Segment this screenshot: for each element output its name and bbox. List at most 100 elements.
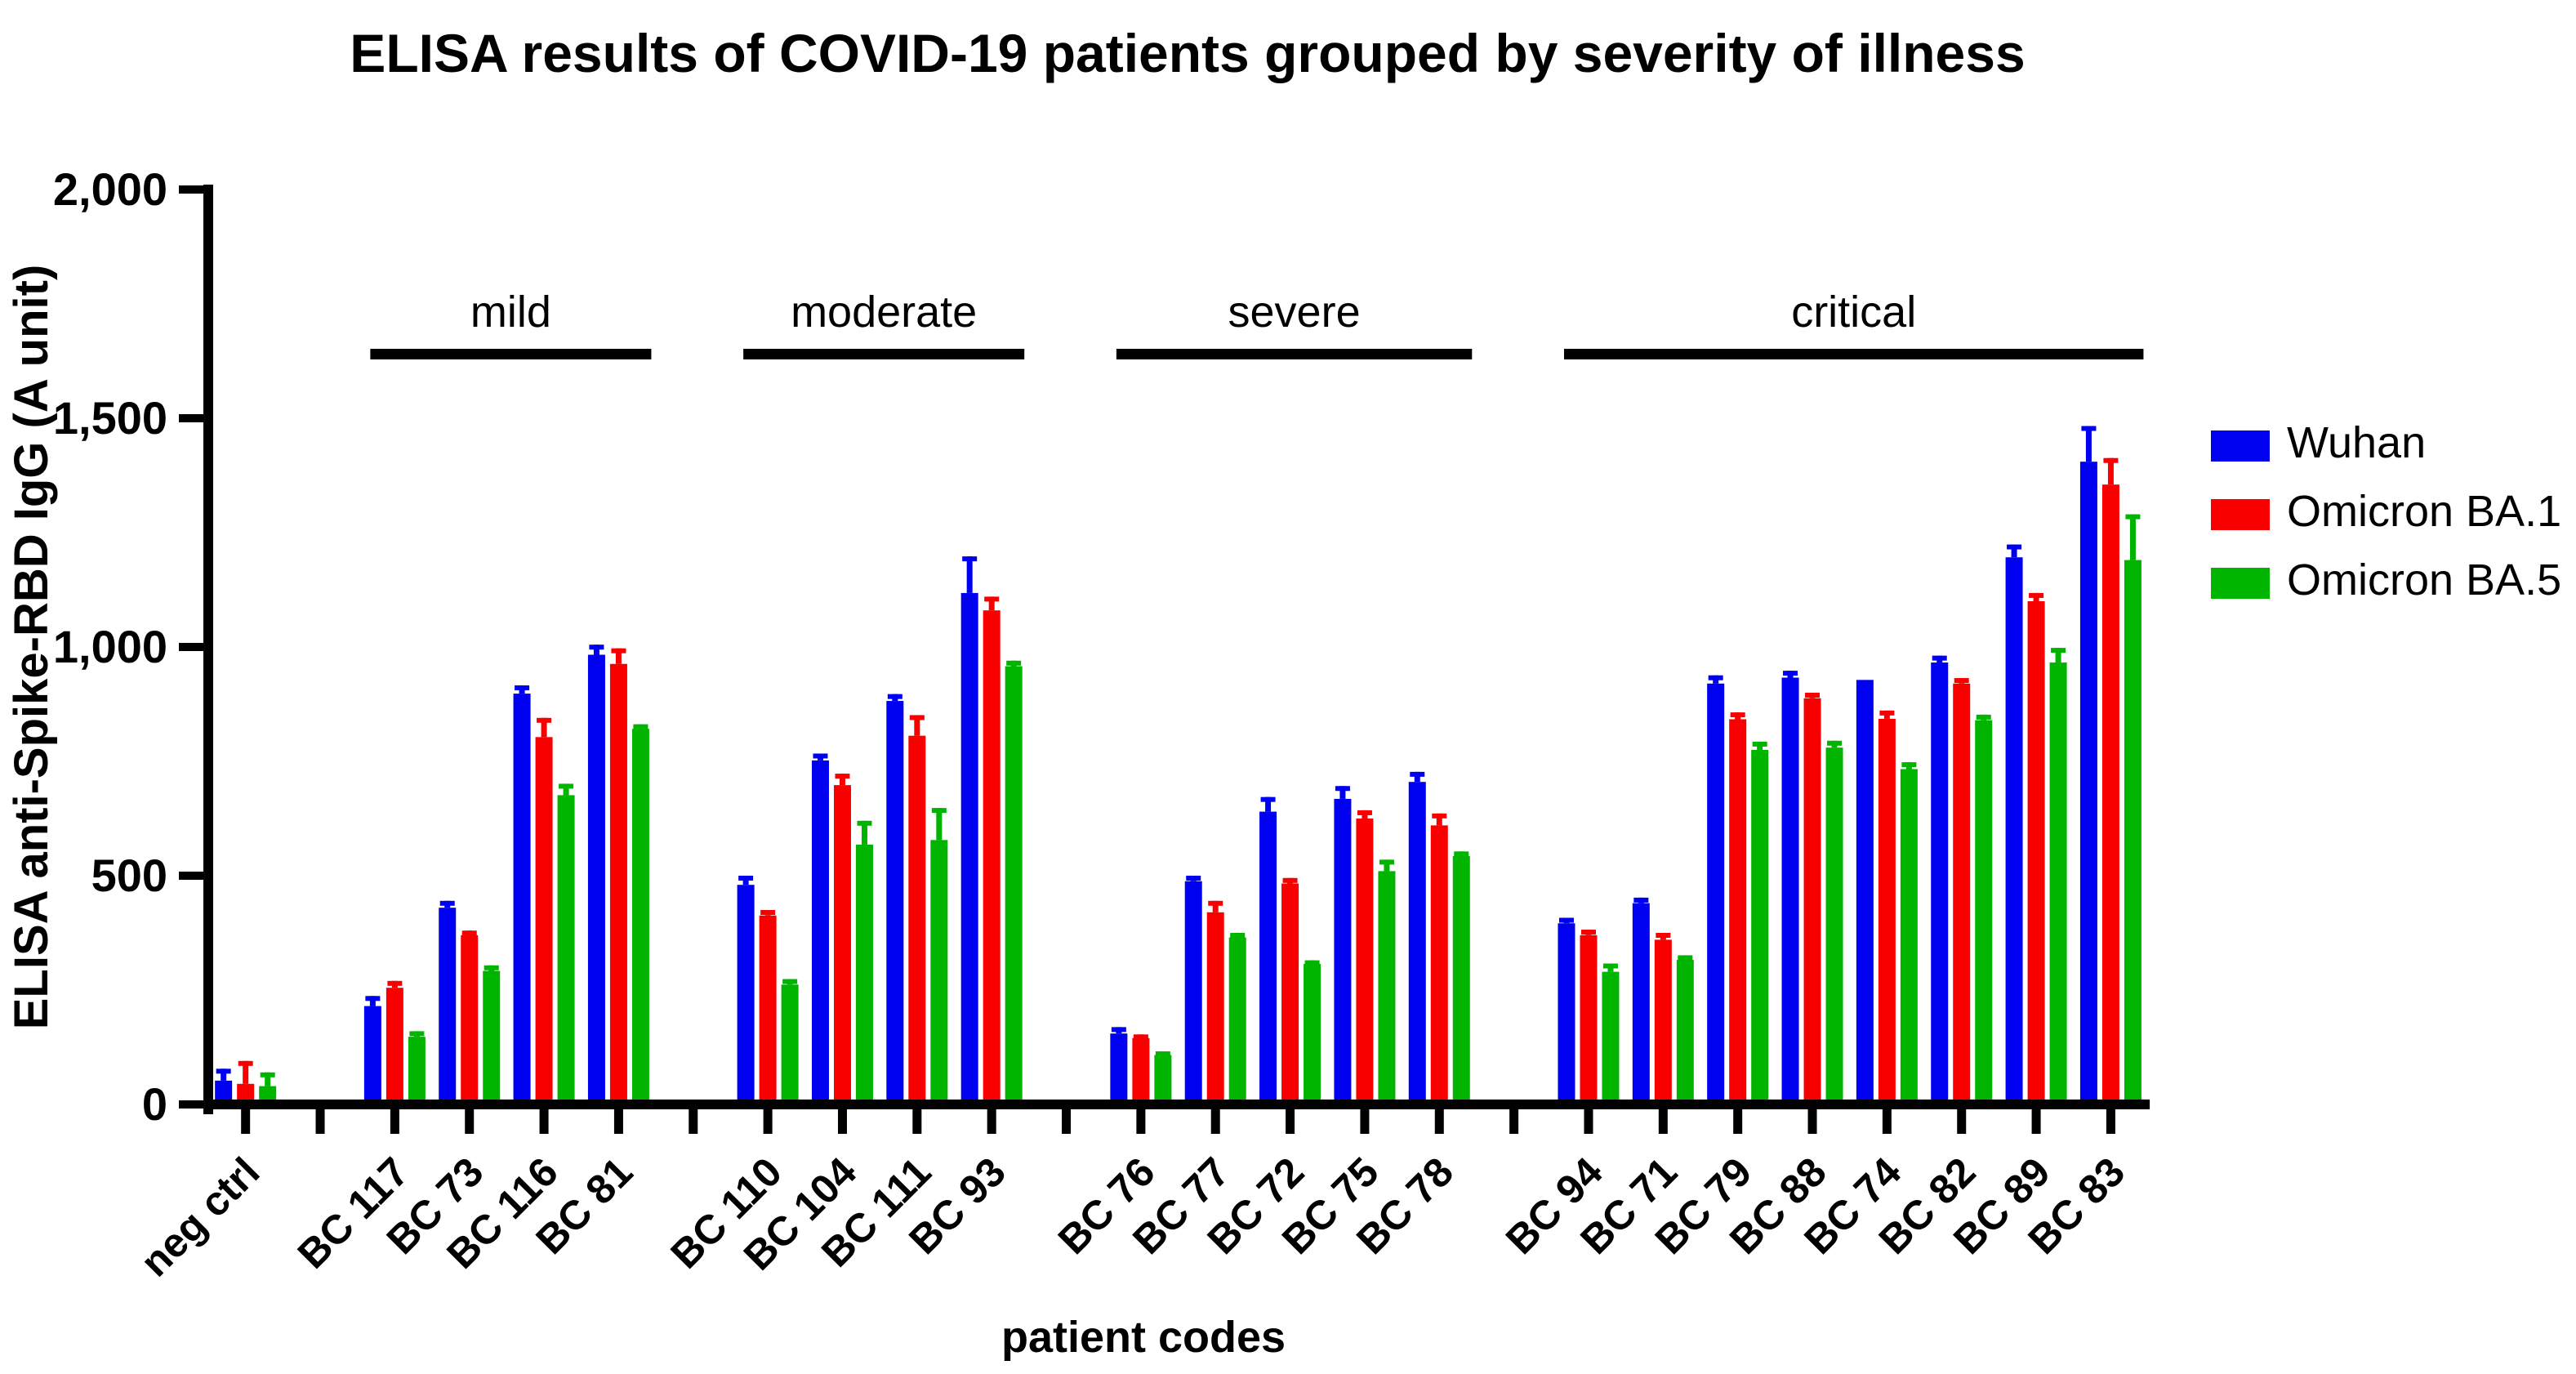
group-label-mild: mild	[470, 288, 551, 337]
error-cap-omicron-ba-1	[537, 717, 552, 723]
error-cap-omicron-ba-5	[409, 1031, 425, 1037]
bar-omicron-ba-5	[1975, 720, 1993, 1104]
bar-wuhan	[1931, 662, 1949, 1104]
x-tick	[1733, 1109, 1743, 1134]
bar-omicron-ba-1	[983, 610, 1001, 1104]
bar-omicron-ba-1	[386, 988, 403, 1104]
error-cap-wuhan	[2007, 544, 2022, 550]
error-cap-omicron-ba-5	[1304, 960, 1320, 966]
bar-omicron-ba-1	[535, 737, 553, 1104]
x-tick	[1210, 1109, 1220, 1134]
y-tick	[179, 1100, 203, 1109]
bar-wuhan	[1558, 923, 1575, 1104]
error-cap-omicron-ba-5	[931, 808, 947, 814]
bar-omicron-ba-1	[1356, 819, 1374, 1104]
bar-omicron-ba-1	[1803, 698, 1821, 1104]
error-cap-wuhan	[2081, 426, 2097, 431]
y-tick-label: 1,500	[53, 392, 167, 444]
error-cap-omicron-ba-5	[1901, 762, 1917, 768]
bar-wuhan	[439, 908, 457, 1104]
bar-omicron-ba-5	[855, 844, 873, 1104]
bar-omicron-ba-5	[930, 840, 948, 1104]
legend-label-omicron-ba-5: Omicron BA.5	[2287, 555, 2561, 604]
bar-omicron-ba-5	[1676, 960, 1694, 1104]
x-tick	[1136, 1109, 1146, 1134]
error-cap-omicron-ba-1	[1656, 933, 1671, 938]
bar-omicron-ba-5	[1751, 750, 1769, 1104]
x-tick	[763, 1109, 773, 1134]
error-whisker-wuhan	[221, 1068, 227, 1081]
bar-wuhan	[886, 701, 904, 1104]
error-cap-omicron-ba-5	[1006, 660, 1022, 666]
bar-wuhan	[811, 760, 829, 1104]
error-whisker-wuhan	[1414, 771, 1420, 783]
bar-wuhan	[1856, 680, 1874, 1104]
x-tick	[1882, 1109, 1892, 1134]
error-whisker-wuhan	[966, 556, 973, 593]
group-bracket-moderate	[743, 349, 1025, 359]
error-whisker-wuhan	[369, 996, 376, 1006]
error-whisker-wuhan	[2085, 426, 2092, 462]
error-whisker-omicron-ba-1	[615, 648, 622, 664]
bar-wuhan	[363, 1006, 381, 1104]
error-cap-wuhan	[738, 876, 754, 881]
y-axis-label: ELISA anti-Spike-RBD IgG (A unit)	[5, 265, 58, 1030]
bar-omicron-ba-1	[461, 935, 479, 1104]
error-cap-omicron-ba-5	[1602, 963, 1618, 969]
bar-omicron-ba-1	[1729, 719, 1747, 1104]
error-cap-wuhan	[515, 685, 530, 691]
error-cap-omicron-ba-5	[857, 820, 872, 826]
x-tick	[539, 1109, 549, 1134]
error-cap-omicron-ba-1	[1357, 810, 1372, 815]
bar-wuhan	[1632, 903, 1650, 1104]
error-cap-omicron-ba-1	[760, 910, 776, 915]
error-cap-wuhan	[1335, 786, 1350, 792]
bar-wuhan	[1184, 881, 1202, 1104]
group-bracket-severe	[1116, 349, 1473, 359]
bar-wuhan	[2079, 462, 2097, 1104]
error-cap-wuhan	[439, 900, 455, 906]
error-cap-wuhan	[1410, 771, 1425, 777]
error-cap-omicron-ba-1	[1879, 710, 1895, 716]
error-whisker-omicron-ba-5	[563, 783, 569, 796]
bar-omicron-ba-1	[609, 663, 627, 1104]
x-axis-label: patient codes	[1001, 1313, 1286, 1362]
y-tick	[179, 643, 203, 651]
error-whisker-omicron-ba-5	[936, 808, 943, 841]
bar-omicron-ba-1	[2101, 484, 2119, 1104]
error-cap-wuhan	[1558, 917, 1574, 923]
x-tick	[1062, 1109, 1072, 1134]
error-whisker-omicron-ba-1	[914, 715, 920, 736]
error-cap-omicron-ba-1	[238, 1060, 253, 1066]
bar-omicron-ba-1	[1580, 935, 1598, 1104]
bar-omicron-ba-1	[1878, 718, 1896, 1104]
bar-omicron-ba-1	[2027, 601, 2045, 1104]
bar-omicron-ba-5	[2124, 560, 2141, 1104]
y-tick-label: 2,000	[53, 163, 167, 215]
error-cap-omicron-ba-5	[2051, 648, 2066, 654]
error-cap-wuhan	[1111, 1027, 1126, 1033]
x-tick	[987, 1109, 996, 1134]
error-cap-wuhan	[1783, 671, 1798, 676]
bar-omicron-ba-1	[1132, 1037, 1150, 1104]
bar-omicron-ba-5	[1378, 871, 1396, 1104]
bar-wuhan	[1110, 1033, 1128, 1104]
y-tick-label: 1,000	[53, 621, 167, 672]
y-axis-line	[203, 185, 213, 1114]
x-tick	[1957, 1109, 1967, 1134]
bar-omicron-ba-5	[483, 970, 501, 1104]
bar-omicron-ba-1	[1206, 912, 1224, 1104]
error-cap-omicron-ba-1	[387, 980, 403, 986]
bar-omicron-ba-5	[1900, 769, 1918, 1104]
x-tick-label: neg ctrl	[131, 1149, 268, 1285]
error-cap-wuhan	[1633, 897, 1649, 903]
error-cap-wuhan	[813, 753, 828, 759]
error-cap-wuhan	[1708, 675, 1723, 680]
error-cap-wuhan	[589, 645, 604, 650]
error-cap-omicron-ba-5	[484, 965, 499, 970]
x-tick	[912, 1109, 922, 1134]
bar-omicron-ba-5	[1228, 937, 1246, 1104]
error-cap-omicron-ba-1	[1133, 1034, 1148, 1040]
bar-omicron-ba-1	[1281, 883, 1299, 1104]
